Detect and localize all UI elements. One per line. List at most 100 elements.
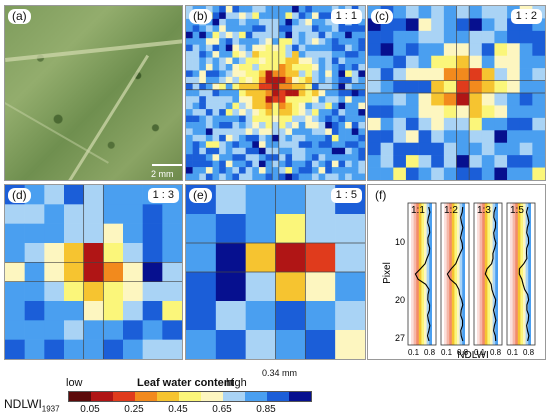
ndlwi-pixel <box>358 102 365 110</box>
ndlwi-pixel <box>275 243 306 273</box>
ndlwi-pixel <box>311 109 319 116</box>
profile-y-label: Pixel <box>382 262 393 284</box>
ndlwi-map-1-1: (b) 1 : 1 <box>185 5 366 181</box>
ndlwi-pixel <box>298 76 306 84</box>
ndlwi-pixel <box>305 51 313 58</box>
ndlwi-pixel <box>245 76 253 84</box>
ndlwi-pixel <box>469 80 483 94</box>
ndlwi-pixel <box>219 160 227 168</box>
ndlwi-pixel <box>431 105 445 119</box>
ndlwi-pixel <box>83 185 104 205</box>
ndlwi-pixel <box>305 44 313 52</box>
ndlwi-pixel <box>305 185 336 215</box>
ndlwi-pixel <box>186 31 193 39</box>
ndlwi-pixel <box>192 128 200 136</box>
ndlwi-pixel <box>311 96 319 103</box>
ndlwi-pixel <box>186 330 217 359</box>
ndlwi-pixel <box>298 6 306 13</box>
ndlwi-pixel <box>278 25 286 33</box>
ndlwi-pixel <box>335 214 365 244</box>
ndlwi-pixel <box>285 38 293 45</box>
ndlwi-pixel <box>443 130 457 144</box>
ndlwi-pixel <box>494 68 508 81</box>
ndlwi-pixel <box>24 301 45 321</box>
ndlwi-pixel <box>44 185 65 205</box>
ndlwi-pixel <box>225 160 233 168</box>
ndlwi-pixel <box>192 57 200 65</box>
ndlwi-pixel <box>239 57 246 65</box>
ndlwi-pixel <box>443 43 457 57</box>
ndlwi-pixel <box>418 93 432 106</box>
ndlwi-pixel <box>311 76 319 84</box>
ndlwi-pixel <box>318 102 326 110</box>
ndlwi-pixel <box>405 130 419 144</box>
ndlwi-pixel <box>285 128 293 136</box>
ndlwi-pixel <box>278 76 286 84</box>
ndlwi-pixel <box>532 167 545 180</box>
ndlwi-pixel <box>368 142 381 156</box>
ndlwi-pixel <box>345 64 353 71</box>
ndlwi-pixel <box>245 51 253 58</box>
ndlwi-pixel <box>325 38 333 45</box>
ndlwi-pixel <box>292 70 299 78</box>
ndlwi-pixel <box>311 12 319 20</box>
ndlwi-pixel <box>278 12 286 20</box>
ndlwi-pixel <box>123 243 143 263</box>
ndlwi-pixel <box>298 173 306 180</box>
ndlwi-pixel <box>272 44 280 52</box>
ndlwi-pixel <box>186 89 193 97</box>
ndlwi-pixel <box>83 281 104 302</box>
ndlwi-pixel <box>305 57 313 65</box>
ndlwi-pixel <box>318 44 326 52</box>
ndlwi-pixel <box>305 102 313 110</box>
ndlwi-pixel <box>285 160 293 168</box>
ndlwi-pixel <box>331 115 339 123</box>
ndlwi-pixel <box>252 147 260 155</box>
ndlwi-pixel <box>192 70 200 78</box>
ndlwi-pixel <box>205 31 213 39</box>
color-swatch <box>91 392 113 401</box>
ndlwi-pixel <box>103 223 124 244</box>
ndlwi-pixel <box>265 173 273 180</box>
ndlwi-pixel <box>532 142 545 156</box>
ndlwi-pixel <box>272 83 280 91</box>
ndlwi-pixel <box>338 115 346 123</box>
ndlwi-pixel <box>305 214 336 244</box>
ndlwi-pixel <box>186 243 217 273</box>
ndlwi-pixel <box>225 25 233 33</box>
ndlwi-pixel <box>298 25 306 33</box>
ndlwi-pixel <box>298 128 306 136</box>
ndlwi-pixel <box>24 243 45 263</box>
ndlwi-pixel <box>338 141 346 149</box>
ndlwi-pixel <box>298 134 306 142</box>
ndlwi-pixel <box>331 160 339 168</box>
ndlwi-pixel <box>245 25 253 33</box>
profile-color-band <box>523 203 526 345</box>
ndlwi-pixel <box>358 96 365 103</box>
ndlwi-pixel <box>443 55 457 69</box>
ndlwi-pixel <box>192 134 200 142</box>
ndlwi-pixel <box>368 130 381 144</box>
ndlwi-pixel <box>325 154 333 161</box>
ndlwi-pixel <box>305 6 313 13</box>
ndlwi-pixel <box>311 44 319 52</box>
ndlwi-pixel <box>380 30 394 44</box>
ndlwi-pixel <box>292 89 299 97</box>
ndlwi-pixel <box>405 167 419 180</box>
ndlwi-pixel <box>239 154 246 161</box>
ndlwi-pixel <box>351 147 359 155</box>
profile-color-band <box>429 203 432 345</box>
ndlwi-pixel <box>405 142 419 156</box>
ndlwi-pixel <box>199 96 207 103</box>
ndlwi-pixel <box>199 173 207 180</box>
ndlwi-pixel <box>298 154 306 161</box>
legend-index-label: NDLWI1937 <box>4 397 60 414</box>
color-scale-bar <box>68 391 312 402</box>
ndlwi-pixel <box>212 141 220 149</box>
ndlwi-pixel <box>275 301 306 331</box>
ndlwi-pixel <box>305 330 336 359</box>
ndlwi-pixel <box>186 6 193 13</box>
ratio-label-e: 1 : 5 <box>330 188 362 203</box>
ndlwi-pixel <box>285 57 293 65</box>
profile-x-tick: 0.8 <box>490 348 502 357</box>
